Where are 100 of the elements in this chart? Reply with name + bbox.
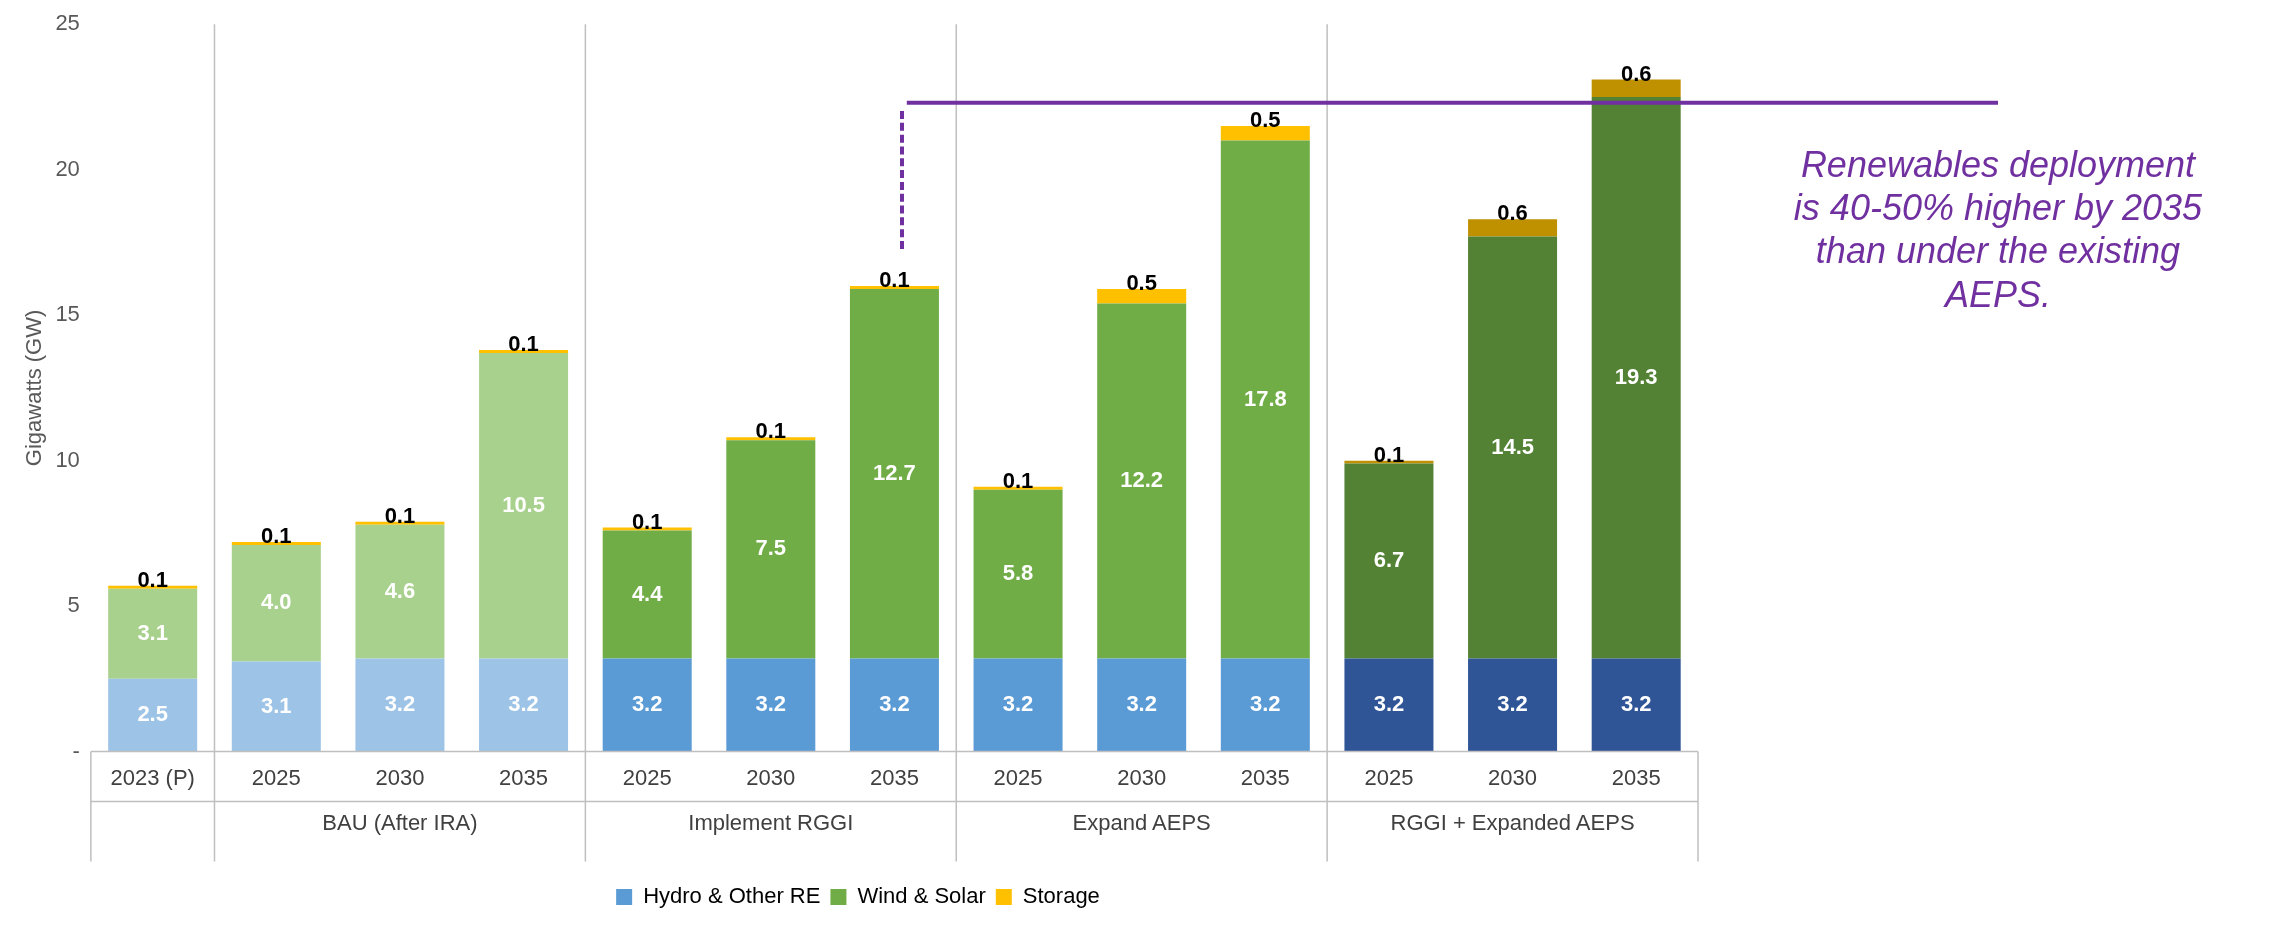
data-label: 12.2: [1120, 467, 1164, 493]
data-label: 3.2: [384, 691, 416, 717]
x-tick-label: 2030: [1488, 764, 1538, 790]
data-label: 6.7: [1373, 547, 1405, 573]
data-label: 3.1: [261, 692, 292, 718]
x-tick-label: 2025: [1364, 764, 1414, 790]
legend-label: Hydro & Other RE: [643, 883, 821, 909]
data-label: 0.1: [1373, 441, 1405, 467]
data-label: 3.2: [1620, 691, 1652, 717]
bar: [1220, 126, 1310, 141]
data-label: 3.2: [1497, 691, 1528, 717]
x-tick-label: 2025: [622, 764, 672, 790]
bar: [849, 288, 939, 659]
data-label: 12.7: [873, 459, 916, 485]
data-label: 10.5: [502, 491, 545, 517]
data-label: 3.2: [1373, 691, 1405, 717]
y-tick-label: 25: [55, 10, 80, 36]
data-label: 3.2: [1250, 691, 1281, 717]
text: Expand AEPS: [1072, 809, 1211, 835]
bar: [1468, 236, 1558, 659]
bar: [726, 437, 816, 441]
bar: [602, 530, 692, 659]
bar: [355, 658, 445, 752]
bar: [479, 352, 569, 659]
data-label: 0.1: [137, 566, 168, 592]
bar: [1097, 303, 1187, 659]
y-tick-label: 20: [55, 155, 80, 181]
bar: [849, 658, 939, 752]
data-label: 0.1: [879, 267, 910, 293]
bar: [849, 286, 939, 289]
data-label: 0.1: [508, 331, 539, 357]
bar: [231, 542, 321, 546]
y-axis-title: Gigawatts (GW): [21, 309, 47, 467]
data-label: 14.5: [1491, 433, 1534, 459]
bar: [1097, 288, 1187, 304]
text: RGGI + Expanded AEPS: [1390, 809, 1635, 835]
x-tick-label: 2030: [1117, 764, 1167, 790]
x-tick-label: 2025: [993, 764, 1043, 790]
bar: [1097, 658, 1187, 752]
data-label: 17.8: [1243, 385, 1287, 411]
text: BAU (After IRA): [322, 809, 478, 835]
x-tick-label: 2035: [499, 764, 549, 790]
bar: [231, 545, 321, 662]
bar: [973, 489, 1063, 659]
x-tick-label: 2030: [375, 764, 425, 790]
bar: [1220, 658, 1310, 752]
bar: [1591, 96, 1681, 659]
data-label: 3.2: [508, 691, 539, 717]
data-label: 19.3: [1614, 363, 1658, 389]
data-label: 0.1: [384, 502, 416, 528]
bar: [1591, 79, 1681, 97]
data-label: 4.4: [631, 580, 664, 606]
bar: [1468, 658, 1558, 752]
y-tick-label: 5: [67, 592, 80, 618]
bar: [1344, 463, 1434, 659]
data-label: 3.2: [1002, 691, 1034, 717]
bar: [1591, 658, 1681, 752]
bar: [1220, 140, 1310, 659]
data-label: 0.5: [1126, 270, 1157, 296]
data-label: 3.2: [879, 691, 910, 717]
bar: [726, 440, 816, 659]
bar: [602, 658, 692, 752]
x-tick-label: 2030: [746, 764, 796, 790]
data-label: 0.1: [631, 508, 663, 534]
data-label: 0.1: [1002, 467, 1034, 493]
bar: [479, 658, 569, 752]
bar: [973, 658, 1063, 752]
bar: [1468, 219, 1558, 237]
data-label: 2.5: [137, 701, 168, 727]
x-tick-label: 2035: [1611, 764, 1661, 790]
text: Renewables deployment is 40-50% higher by 2035 than under the existing AEPS.: [1792, 143, 2204, 316]
bar: [355, 521, 445, 525]
legend-label: Storage: [1022, 883, 1100, 909]
data-label: 0.6: [1497, 200, 1528, 226]
data-label: 0.1: [261, 523, 292, 549]
bar: [1344, 658, 1434, 752]
bar: [973, 486, 1063, 490]
data-label: 3.2: [631, 691, 663, 717]
x-tick-label: 2025: [251, 764, 301, 790]
y-tick-label: 15: [55, 301, 80, 327]
bar: [726, 658, 816, 752]
data-label: 7.5: [755, 535, 787, 561]
bar: [108, 585, 198, 589]
x-tick-label: 2035: [869, 764, 919, 790]
data-label: 0.5: [1250, 107, 1281, 133]
data-label: 4.6: [384, 577, 416, 603]
data-label: 3.2: [1126, 691, 1157, 717]
bar: [108, 588, 198, 679]
x-tick-label: 2035: [1240, 764, 1290, 790]
data-label: 3.1: [137, 619, 168, 645]
bar: [479, 350, 569, 353]
data-label: 5.8: [1002, 560, 1034, 586]
bar: [355, 524, 445, 659]
data-label: 0.1: [755, 418, 787, 444]
data-label: 3.2: [755, 691, 787, 717]
y-tick-label: -: [72, 737, 80, 763]
bar: [1344, 460, 1434, 464]
legend-label: Wind & Solar: [857, 883, 986, 909]
data-label: 4.0: [261, 589, 292, 615]
bar: [108, 678, 198, 752]
